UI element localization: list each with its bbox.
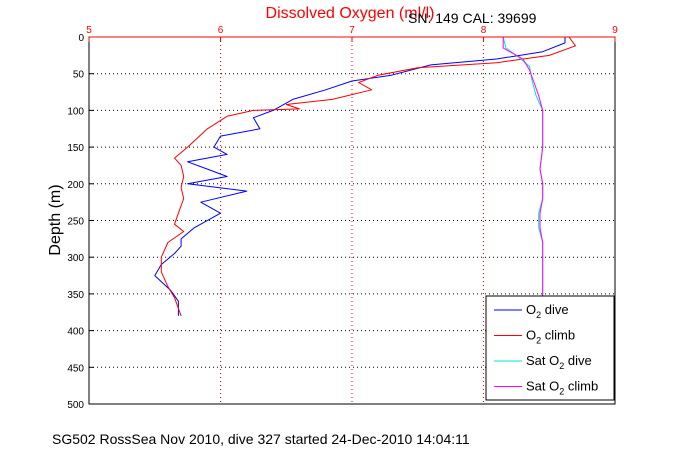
legend-label: Sat O2 climb [526, 379, 598, 397]
legend: O2 dive O2 climb Sat O2 dive Sat O2 climb [485, 295, 615, 401]
y-tick-label: 150 [67, 143, 84, 154]
y-tick-label: 450 [67, 363, 84, 374]
legend-label: O2 dive [526, 302, 569, 320]
footer-text: SG502 RossSea Nov 2010, dive 327 started… [52, 431, 470, 447]
legend-label: O2 climb [526, 328, 575, 346]
y-tick-label: 250 [67, 217, 84, 228]
x-axis-ticks: 5 6 7 8 9 [86, 25, 618, 42]
y-tick-label: 350 [67, 290, 84, 301]
x-tick-label: 5 [86, 25, 92, 36]
y-axis-ticks: 0 50 100 150 200 250 300 350 400 450 500 [67, 33, 94, 411]
y-tick-label: 50 [73, 70, 85, 81]
y-axis-label: Depth (m) [47, 184, 64, 255]
x-tick-label: 9 [612, 25, 618, 36]
y-tick-label: 0 [78, 33, 84, 44]
x-tick-label: 6 [218, 25, 224, 36]
chart-subtitle: SN: 149 CAL: 39699 [408, 10, 537, 26]
x-tick-label: 8 [481, 25, 487, 36]
series-line-o2-dive [154, 37, 566, 316]
y-tick-label: 100 [67, 106, 84, 117]
y-tick-label: 200 [67, 180, 84, 191]
legend-label: Sat O2 dive [526, 353, 592, 371]
x-tick-label: 7 [349, 25, 355, 36]
series-line-sat-o2-climb [502, 37, 544, 302]
series-lines [154, 36, 576, 317]
y-tick-label: 300 [67, 253, 84, 264]
series-line-o2-climb [160, 36, 576, 317]
chart-title: Dissolved Oxygen (ml/l) [266, 5, 435, 22]
y-tick-label: 500 [67, 400, 84, 411]
y-tick-label: 400 [67, 327, 84, 338]
legend-box [485, 295, 615, 401]
